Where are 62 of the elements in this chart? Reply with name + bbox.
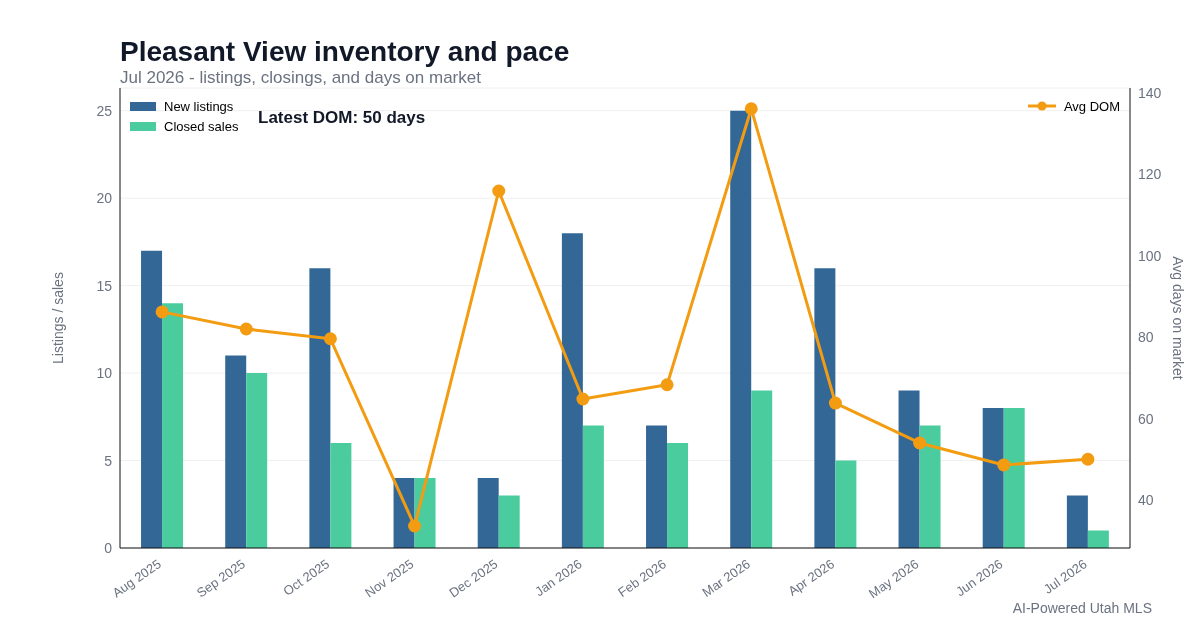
bar xyxy=(898,390,920,548)
point xyxy=(997,458,1011,472)
bar xyxy=(561,233,583,548)
legend-label: Avg DOM xyxy=(1063,98,1120,114)
x-tick-label: Apr 2026 xyxy=(785,556,838,599)
bar xyxy=(330,443,352,548)
bar xyxy=(919,425,941,548)
legend-label: Closed sales xyxy=(164,118,239,134)
bar xyxy=(309,268,331,548)
point xyxy=(239,322,253,336)
legend-label: New listings xyxy=(164,98,234,114)
y-tick-label: 25 xyxy=(96,102,113,119)
point xyxy=(828,396,842,410)
point xyxy=(1081,452,1095,466)
x-tick-label: Jul 2026 xyxy=(1040,556,1090,597)
bar xyxy=(835,460,857,548)
x-tick-label: May 2026 xyxy=(865,556,922,602)
y-tick-label: 10 xyxy=(96,365,113,382)
y-tick-label: 15 xyxy=(96,277,113,294)
y2-tick-label: 40 xyxy=(1138,491,1154,508)
bar xyxy=(477,478,499,548)
bar xyxy=(982,408,1004,548)
x-tick-label: Jun 2026 xyxy=(953,556,1006,600)
bar xyxy=(1003,408,1025,548)
point xyxy=(576,392,590,406)
point xyxy=(155,305,169,319)
y2-tick-label: 120 xyxy=(1138,166,1162,183)
text: AI-Powered Utah MLS xyxy=(1012,600,1152,616)
x-tick-label: Mar 2026 xyxy=(699,556,753,600)
bar xyxy=(646,425,668,548)
bar xyxy=(582,425,604,548)
point xyxy=(913,436,927,450)
bar xyxy=(141,250,163,548)
bar xyxy=(730,110,752,548)
bar xyxy=(1087,530,1109,548)
y2-tick-label: 60 xyxy=(1138,410,1154,427)
chart-subtitle: Jul 2026 - listings, closings, and days on market xyxy=(120,68,481,88)
point xyxy=(492,184,506,198)
bar xyxy=(1066,495,1088,548)
bar xyxy=(814,268,836,548)
bar xyxy=(667,443,689,548)
point xyxy=(408,519,422,533)
bar xyxy=(225,355,247,548)
x-tick-label: Jan 2026 xyxy=(532,556,585,600)
bar xyxy=(751,390,773,548)
annotation: Latest DOM: 50 days xyxy=(258,108,426,128)
bar xyxy=(162,303,184,548)
bar xyxy=(498,495,520,548)
y2-tick-label: 80 xyxy=(1138,329,1154,346)
y2-tick-label: 100 xyxy=(1138,247,1162,264)
y-axis-title: Listings / sales xyxy=(49,272,66,364)
y-tick-label: 5 xyxy=(104,452,113,469)
y-tick-label: 20 xyxy=(96,190,113,207)
point xyxy=(660,378,674,392)
point xyxy=(323,332,337,346)
x-tick-label: Feb 2026 xyxy=(615,556,669,600)
y2-axis-title: Avg days on market xyxy=(1170,256,1187,380)
point xyxy=(744,102,758,116)
chart-title: Pleasant View inventory and pace xyxy=(120,36,570,68)
y2-tick-label: 140 xyxy=(1138,84,1162,101)
y-tick-label: 0 xyxy=(104,539,113,556)
bar xyxy=(246,373,268,548)
